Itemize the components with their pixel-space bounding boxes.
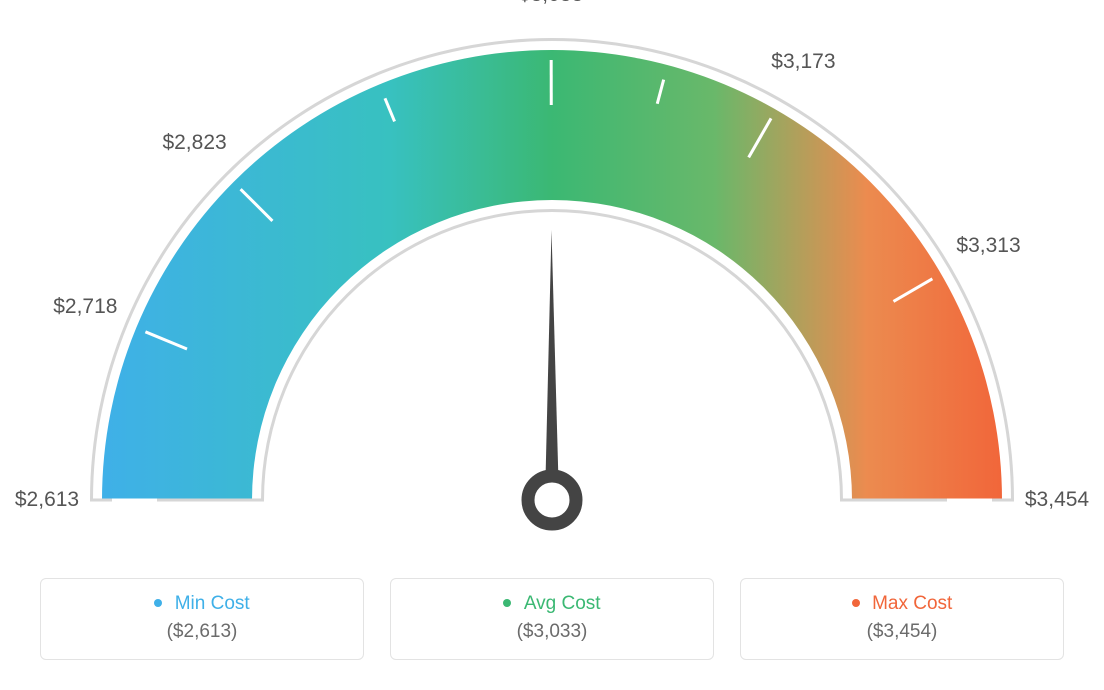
legend-card-max: Max Cost ($3,454) <box>740 578 1064 660</box>
legend-dot-icon <box>154 599 162 607</box>
legend-header: Min Cost <box>49 593 355 615</box>
gauge-svg <box>0 0 1104 560</box>
legend-value-min: ($2,613) <box>49 621 355 643</box>
gauge-tick-label: $3,313 <box>956 234 1020 258</box>
legend-header: Max Cost <box>749 593 1055 615</box>
legend-card-min: Min Cost ($2,613) <box>40 578 364 660</box>
gauge-tick-label: $3,173 <box>771 50 835 74</box>
legend-value-avg: ($3,033) <box>399 621 705 643</box>
legend-title-avg: Avg Cost <box>524 593 601 615</box>
legend-dot-icon <box>503 599 511 607</box>
legend-row: Min Cost ($2,613) Avg Cost ($3,033) Max … <box>40 578 1064 660</box>
gauge-tick-label: $2,613 <box>15 488 79 512</box>
cost-gauge: $2,613 $2,718 $2,823 $3,033 $3,173 $3,313 $3,4… <box>0 0 1104 560</box>
gauge-tick-label: $2,823 <box>162 131 226 155</box>
gauge-tick-label: $2,718 <box>53 295 117 319</box>
legend-card-avg: Avg Cost ($3,033) <box>390 578 714 660</box>
gauge-tick-label: $3,454 <box>1025 488 1089 512</box>
legend-title-max: Max Cost <box>872 593 952 615</box>
chart-container: $2,613 $2,718 $2,823 $3,033 $3,173 $3,313 $3,4… <box>0 0 1104 690</box>
legend-dot-icon <box>852 599 860 607</box>
legend-title-min: Min Cost <box>175 593 250 615</box>
gauge-tick-label: $3,033 <box>519 0 583 7</box>
legend-value-max: ($3,454) <box>749 621 1055 643</box>
legend-header: Avg Cost <box>399 593 705 615</box>
